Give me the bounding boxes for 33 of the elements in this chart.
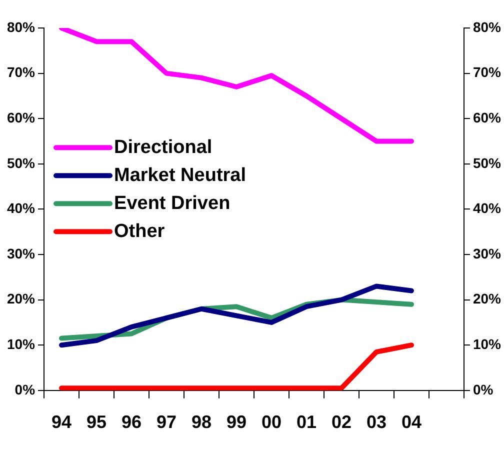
- x-tick-label: 00: [261, 412, 282, 432]
- y-tick-label: 40%: [6, 200, 36, 216]
- y-tick-label: 50%: [6, 154, 36, 171]
- x-tick-label: 94: [52, 412, 72, 432]
- y-tick-label: 80%: [6, 18, 36, 35]
- y2-tick-label: 20%: [472, 290, 502, 307]
- legend-label: Event Driven: [114, 192, 230, 214]
- y-tick-label: 20%: [6, 290, 36, 307]
- y-tick-label: 60%: [6, 109, 36, 126]
- legend-label: Market Neutral: [114, 164, 246, 186]
- x-tick-label: 96: [121, 412, 142, 432]
- y2-tick-label: 60%: [472, 109, 502, 126]
- x-tick-label: 95: [86, 412, 107, 432]
- y2-tick-label: 0%: [472, 381, 494, 398]
- x-tick-label: 03: [366, 412, 387, 432]
- y-tick-label: 0%: [14, 381, 36, 398]
- x-tick-label: 97: [156, 412, 177, 432]
- y-tick-label: 30%: [6, 245, 36, 262]
- y2-tick-label: 50%: [472, 154, 502, 171]
- x-tick-label: 04: [401, 412, 422, 432]
- legend-label: Directional: [114, 136, 212, 158]
- y2-tick-label: 30%: [472, 245, 502, 262]
- x-tick-label: 99: [226, 412, 247, 432]
- x-tick-label: 98: [191, 412, 212, 432]
- y-tick-label: 10%: [6, 336, 36, 352]
- y2-tick-label: 70%: [472, 64, 502, 80]
- y2-tick-label: 80%: [472, 18, 502, 35]
- y2-tick-label: 40%: [472, 200, 502, 216]
- legend-label: Other: [114, 220, 166, 242]
- y2-tick-label: 10%: [472, 336, 502, 352]
- y-tick-label: 70%: [6, 64, 36, 80]
- x-tick-label: 02: [331, 412, 352, 432]
- x-tick-label: 01: [296, 412, 317, 432]
